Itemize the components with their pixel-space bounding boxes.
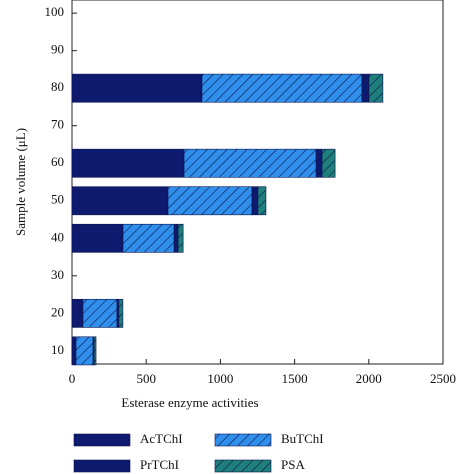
bar-segment [361,73,370,103]
y-tick-label: 50 [51,192,64,207]
bar-segment [71,148,185,178]
bar-segment [71,336,77,366]
legend-swatch [73,459,131,473]
legend-label: BuTChI [281,431,324,446]
legend-swatch [214,433,272,447]
plot-frame [71,0,444,365]
bar-segment [93,336,97,366]
bar-segment [122,223,175,253]
bar-segment [183,148,317,178]
bar-segment [201,73,363,103]
bar-segment [71,73,203,103]
x-tick-label: 2000 [356,371,382,386]
y-axis-title: Sample volume (μL) [13,128,28,236]
bar-segment [315,148,323,178]
y-tick-label: 70 [51,117,64,132]
bar-segment [82,298,118,328]
bar-segment [177,223,184,253]
bar-segment [71,223,124,253]
x-tick-label: 2500 [430,371,456,386]
bar-segment [251,186,259,216]
x-tick-label: 0 [69,371,76,386]
bar-segment [321,148,336,178]
y-tick-label: 30 [51,267,64,282]
bar-segment [71,186,169,216]
bar-segment [75,336,94,366]
legend-label: AcTChI [140,431,183,446]
x-tick-label: 1500 [282,371,308,386]
bar-segment [118,298,124,328]
y-tick-label: 20 [51,304,64,319]
y-tick-label: 100 [45,4,65,19]
bar-segment [167,186,253,216]
legend-label: PrTChI [140,457,179,472]
bar-segment [368,73,384,103]
legend-swatch [214,459,272,473]
bar-segment [71,298,84,328]
bar-segment [257,186,267,216]
x-tick-label: 1000 [207,371,233,386]
y-tick-label: 60 [51,154,64,169]
legend-swatch [73,433,131,447]
x-tick-label: 500 [136,371,156,386]
x-axis-title: Esterase enzyme activities [121,395,258,410]
y-tick-label: 10 [51,342,64,357]
legend-label: PSA [281,457,305,472]
y-tick-label: 40 [51,229,64,244]
y-tick-label: 90 [51,42,64,57]
y-tick-label: 80 [51,79,64,94]
bar-segment [173,223,179,253]
